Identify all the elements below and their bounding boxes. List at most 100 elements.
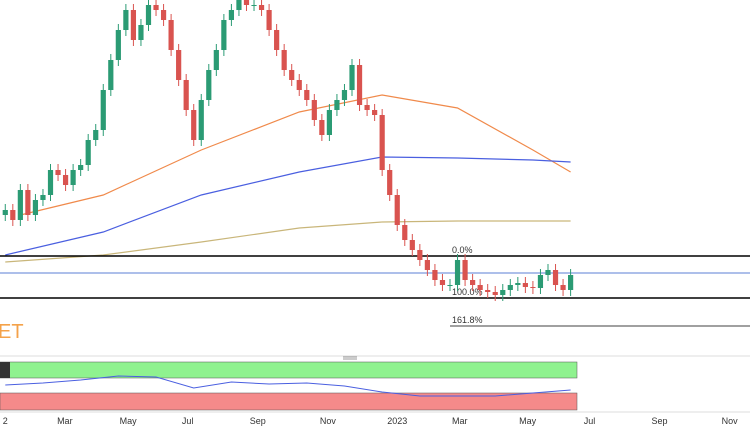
line [20, 94, 571, 216]
candle-body [462, 260, 468, 280]
candle-body [560, 285, 566, 290]
candle-body [500, 290, 506, 295]
x-tick-label: Sep [652, 416, 668, 426]
candle-body [394, 195, 400, 225]
candle-body [130, 10, 137, 40]
x-tick-label: 2023 [387, 416, 407, 426]
candle-body [274, 30, 280, 50]
candle-body [55, 170, 61, 175]
candle-body [387, 170, 393, 195]
candle-body [2, 210, 8, 215]
candle-body [296, 80, 302, 90]
candle-body [402, 225, 408, 240]
candle-body [138, 25, 144, 40]
indicator-band [0, 361, 578, 379]
candle-body [191, 110, 197, 140]
candle-body [266, 10, 272, 30]
candle-body [10, 210, 16, 220]
x-tick-label: May [120, 416, 138, 426]
candle-body [78, 165, 84, 170]
candle-body [62, 175, 69, 185]
candle-body [123, 10, 129, 30]
candle-body [379, 115, 385, 170]
candle-body [432, 270, 438, 280]
candle-body [319, 120, 325, 135]
candle-body [545, 270, 551, 275]
candle-body [349, 65, 355, 90]
x-tick-label: Mar [452, 416, 468, 426]
candle-body [243, 0, 250, 5]
candle-body [85, 140, 91, 165]
candle-body [522, 283, 528, 287]
candle-body [507, 285, 513, 290]
line [5, 156, 571, 256]
candle-body [515, 283, 521, 285]
candle-body [115, 30, 121, 60]
candle-body [145, 5, 152, 25]
candle-body [477, 285, 483, 290]
candle-body [40, 195, 46, 200]
candle-body [221, 20, 227, 50]
candle-body [492, 292, 498, 295]
candle-body [470, 280, 476, 285]
x-tick-label: Jul [182, 416, 194, 426]
candle-body [364, 105, 370, 110]
x-tick-label: Mar [57, 416, 73, 426]
x-tick-label: 2 [3, 416, 8, 426]
candle-body [168, 20, 174, 50]
candle-body [183, 80, 189, 110]
indicator-marker [0, 362, 10, 378]
candle-body [326, 110, 332, 135]
candle-body [424, 260, 430, 270]
candle-body [537, 275, 544, 288]
candle-body [341, 90, 348, 100]
candle-body [530, 287, 536, 288]
watermark: ET [0, 321, 24, 343]
candle-body [439, 280, 446, 285]
candle-body [228, 10, 235, 20]
candle-body [485, 290, 491, 292]
candle-body [17, 190, 23, 220]
line [5, 375, 571, 397]
candle-body [47, 170, 54, 195]
candle-body [251, 5, 257, 6]
candle-body [568, 275, 574, 290]
candle-body [93, 130, 99, 140]
candle-body [108, 60, 114, 90]
candle-body [447, 285, 453, 286]
candle-body [153, 5, 159, 10]
candle-body [311, 100, 317, 120]
candle-body [236, 0, 242, 10]
candle-body [25, 190, 31, 215]
x-tick-label: May [519, 416, 537, 426]
x-tick-label: Sep [250, 416, 266, 426]
candle-body [160, 10, 167, 20]
candle-body [281, 50, 287, 70]
candle-body [304, 90, 310, 100]
candle-body [198, 100, 204, 140]
candle-body [289, 70, 295, 80]
candle-body [372, 110, 378, 115]
candle-body [100, 90, 106, 130]
candle-body [213, 50, 219, 70]
candle-body [206, 70, 212, 100]
indicator-band [0, 392, 578, 411]
candle-body [552, 270, 559, 285]
candle-body [176, 50, 182, 80]
candle-body [417, 250, 423, 260]
x-tick-label: Jul [584, 416, 596, 426]
candle-body [454, 260, 461, 285]
x-tick-label: Nov [722, 416, 739, 426]
candle-body [32, 200, 39, 215]
fib-label: 100.0% [452, 287, 483, 297]
line [5, 220, 571, 263]
x-tick-label: Nov [320, 416, 337, 426]
candle-body [334, 100, 340, 110]
candle-body [356, 65, 363, 105]
candle-body [409, 240, 415, 250]
fib-label: 0.0% [452, 245, 473, 255]
candle-body [258, 5, 265, 10]
fib-label: 161.8% [452, 315, 483, 325]
candle-body [70, 170, 76, 185]
